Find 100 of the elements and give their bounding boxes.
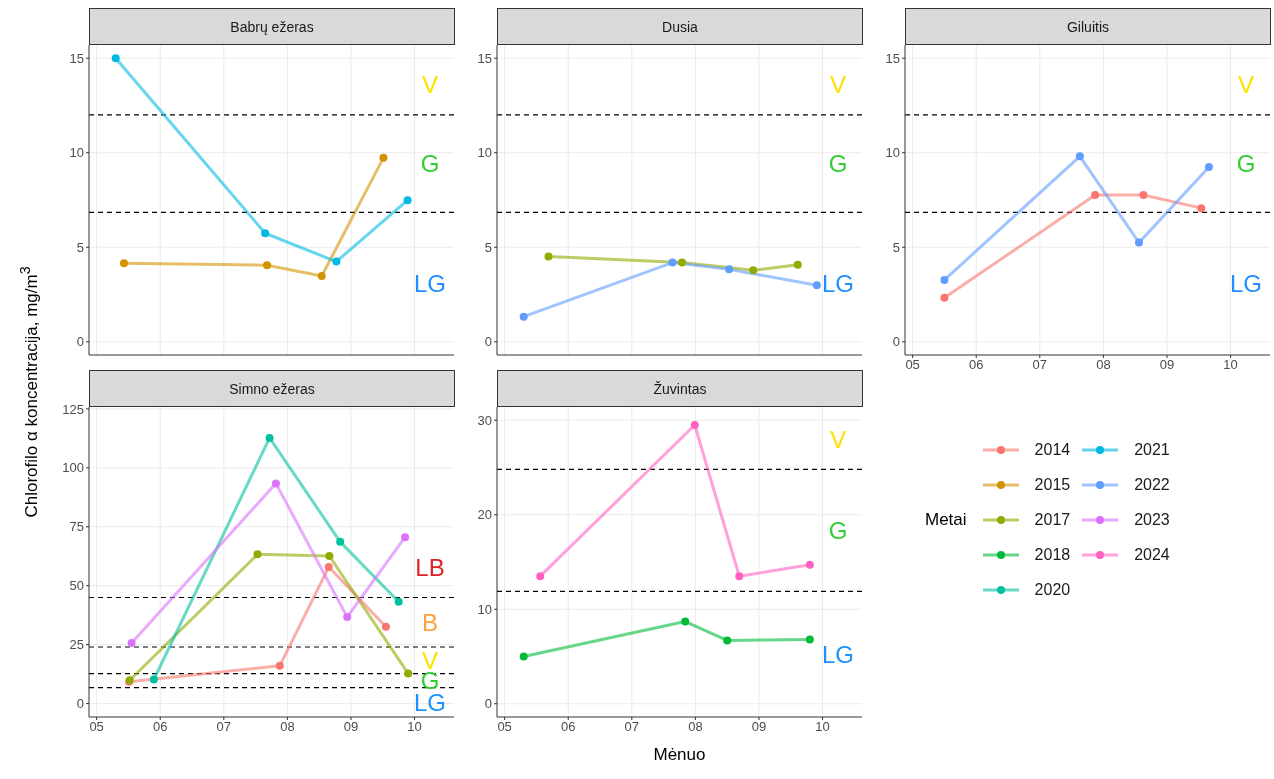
x-tick-label: 07 (1032, 357, 1048, 373)
point (940, 293, 949, 302)
point (401, 533, 410, 542)
point (735, 572, 744, 581)
y-tick-label: 0 (484, 696, 492, 712)
annotation: LG (1229, 270, 1263, 298)
x-tick-label: 07 (216, 719, 232, 735)
chart-title: Žuvintas (497, 370, 863, 407)
point (325, 551, 334, 560)
point (1197, 204, 1206, 213)
x-tick-label: 09 (343, 719, 359, 735)
point (149, 675, 158, 684)
legend-label: 2023 (1134, 510, 1170, 529)
point (723, 636, 732, 645)
point (1135, 238, 1144, 247)
point (749, 266, 758, 275)
annotation: V (421, 71, 439, 99)
point (668, 258, 677, 267)
annotation: G (828, 516, 848, 544)
annotation: B (421, 608, 439, 636)
point (394, 597, 403, 606)
point (127, 638, 136, 647)
point (725, 265, 734, 274)
point (519, 312, 528, 321)
point (119, 259, 128, 268)
annotation: V (829, 425, 847, 453)
legend-label: 2015 (1034, 475, 1071, 494)
y-tick-label: 30 (477, 412, 492, 428)
point (332, 257, 341, 266)
x-tick-label: 05 (89, 719, 104, 735)
chart-title: Giluitis (905, 8, 1271, 45)
x-tick-label: 06 (560, 719, 576, 735)
y-tick-label: 10 (477, 145, 492, 161)
y-tick-label: 0 (76, 334, 84, 350)
x-tick-label: 09 (1159, 357, 1175, 373)
point (805, 560, 814, 569)
legend-title: Metai (925, 509, 967, 530)
y-tick-label: 50 (69, 578, 84, 594)
legend-label: 2020 (1034, 580, 1071, 599)
annotation: G (420, 150, 440, 178)
point (381, 622, 390, 631)
point (1075, 152, 1084, 161)
legend-label: 2017 (1034, 510, 1071, 529)
point (275, 661, 284, 670)
y-tick-label: 10 (69, 145, 84, 161)
y-tick-label: 5 (484, 239, 492, 255)
chart-title: Dusia (497, 8, 863, 45)
x-tick-label: 10 (1223, 357, 1238, 373)
x-tick-label: 08 (688, 719, 703, 735)
legend-label: 2022 (1134, 475, 1170, 494)
legend-label: 2024 (1134, 545, 1170, 564)
point (1204, 163, 1213, 172)
point (261, 229, 270, 238)
point (793, 260, 802, 269)
point (519, 652, 528, 661)
chart-title: Babrų ežeras (89, 8, 455, 45)
y-tick-label: 0 (484, 334, 492, 350)
x-tick-label: 08 (280, 719, 295, 735)
y-tick-label: 0 (892, 334, 900, 350)
legend-label: 2018 (1034, 545, 1071, 564)
point (812, 281, 821, 290)
annotation: V (829, 71, 847, 99)
y-tick-label: 0 (76, 696, 84, 712)
annotation: V (1237, 71, 1255, 99)
x-tick-label: 09 (751, 719, 767, 735)
annotation: G (828, 150, 848, 178)
y-tick-label: 75 (69, 519, 84, 535)
y-tick-label: 125 (62, 401, 84, 417)
point (678, 258, 687, 267)
point (317, 271, 326, 280)
y-tick-label: 10 (477, 601, 492, 617)
chart-title: Simno ežeras (89, 370, 455, 407)
x-tick-label: 07 (624, 719, 640, 735)
point (1139, 191, 1148, 200)
annotation: LG (413, 270, 447, 298)
y-tick-label: 15 (477, 50, 492, 66)
point (681, 617, 690, 626)
y-tick-label: 15 (885, 50, 900, 66)
point (343, 613, 352, 622)
point (111, 54, 120, 63)
point (263, 261, 272, 270)
point (1091, 191, 1100, 200)
y-tick-label: 5 (892, 239, 900, 255)
point (324, 563, 333, 572)
point (536, 572, 545, 581)
x-tick-label: 05 (497, 719, 512, 735)
annotation: LG (821, 270, 855, 298)
point (404, 669, 413, 678)
x-tick-label: 06 (152, 719, 168, 735)
point (379, 153, 388, 162)
point (544, 252, 553, 261)
annotation: LG (821, 640, 855, 668)
point (271, 479, 280, 488)
point (336, 537, 345, 546)
annotation: LG (413, 688, 447, 716)
x-tick-label: 10 (407, 719, 422, 735)
y-tick-label: 25 (69, 637, 84, 653)
point (805, 635, 814, 644)
y-tick-label: 15 (69, 50, 84, 66)
point (403, 196, 412, 205)
